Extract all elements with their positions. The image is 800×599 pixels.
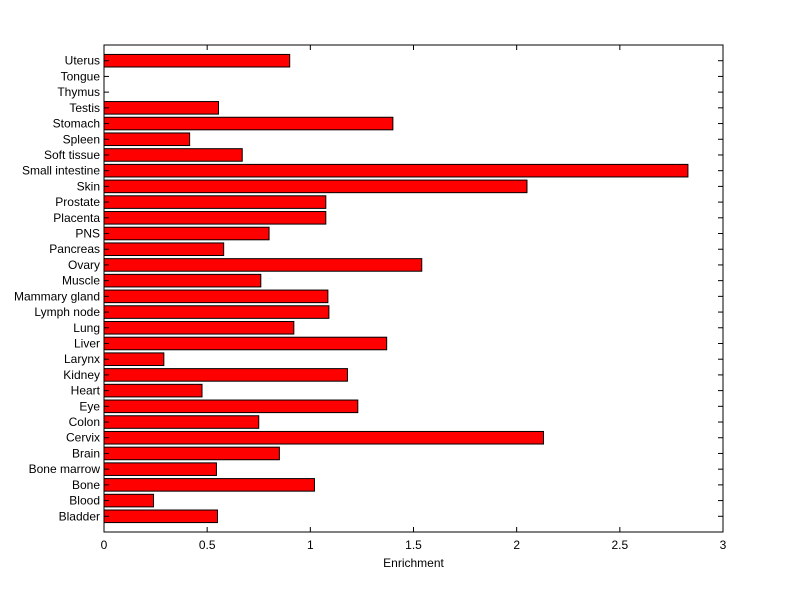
- bar-liver: [103, 336, 388, 351]
- y-tick-label-pancreas: Pancreas: [49, 242, 100, 256]
- bar-bone-marrow: [103, 462, 217, 476]
- bar-pns: [103, 226, 270, 241]
- y-tick-label-brain: Brain: [72, 446, 100, 460]
- y-tick-label-uterus: Uterus: [65, 54, 100, 68]
- bar-heart: [103, 383, 203, 398]
- x-tick-label-2-5: 2.5: [611, 538, 628, 552]
- y-tick-label-thymus: Thymus: [57, 85, 100, 99]
- y-tick-label-bone: Bone: [72, 478, 100, 492]
- bar-cervix: [103, 430, 544, 445]
- y-tick-label-kidney: Kidney: [63, 368, 100, 382]
- x-axis-label: Enrichment: [383, 556, 444, 570]
- y-tick-label-bladder: Bladder: [59, 509, 100, 523]
- x-tick-label-0: 0: [101, 538, 108, 552]
- bar-lung: [103, 320, 295, 335]
- y-tick-label-spleen: Spleen: [63, 132, 100, 146]
- y-tick-label-small-intestine: Small intestine: [22, 164, 100, 178]
- y-tick-label-stomach: Stomach: [53, 117, 100, 131]
- x-tick-label-0-5: 0.5: [199, 538, 216, 552]
- y-tick-label-muscle: Muscle: [62, 274, 100, 288]
- bar-bladder: [103, 509, 218, 524]
- x-tick-label-1: 1: [307, 538, 314, 552]
- y-tick-label-skin: Skin: [77, 179, 100, 193]
- bar-soft-tissue: [103, 148, 243, 162]
- y-tick-label-cervix: Cervix: [66, 431, 100, 445]
- bar-muscle: [103, 273, 262, 288]
- bar-uterus: [103, 53, 291, 68]
- bar-pancreas: [103, 242, 225, 257]
- bar-spleen: [103, 132, 191, 147]
- x-tick-label-1-5: 1.5: [405, 538, 422, 552]
- bar-prostate: [103, 195, 327, 209]
- y-tick-label-soft-tissue: Soft tissue: [44, 148, 100, 162]
- y-tick-label-prostate: Prostate: [55, 195, 100, 209]
- plot-frame: [103, 44, 724, 533]
- bar-bone: [103, 478, 315, 492]
- y-tick-label-lymph-node: Lymph node: [34, 305, 100, 319]
- bar-lymph-node: [103, 305, 330, 319]
- bar-stomach: [103, 116, 394, 131]
- bar-larynx: [103, 352, 165, 366]
- y-tick-label-mammary-gland: Mammary gland: [14, 289, 100, 303]
- y-tick-label-larynx: Larynx: [64, 352, 100, 366]
- y-tick-label-eye: Eye: [79, 399, 100, 413]
- bar-kidney: [103, 368, 348, 382]
- bar-small-intestine: [103, 163, 689, 178]
- x-tick-label-3: 3: [720, 538, 727, 552]
- y-tick-label-liver: Liver: [74, 336, 100, 350]
- bar-placenta: [103, 211, 327, 225]
- bar-skin: [103, 179, 528, 194]
- x-tick-label-2: 2: [513, 538, 520, 552]
- bar-testis: [103, 101, 220, 115]
- y-tick-label-ovary: Ovary: [68, 258, 100, 272]
- y-tick-label-blood: Blood: [69, 494, 100, 508]
- y-tick-label-placenta: Placenta: [53, 211, 100, 225]
- y-tick-label-colon: Colon: [69, 415, 100, 429]
- y-tick-label-heart: Heart: [71, 384, 101, 398]
- bar-ovary: [103, 258, 423, 272]
- y-tick-label-tongue: Tongue: [61, 69, 101, 83]
- bar-colon: [103, 415, 260, 429]
- y-tick-label-testis: Testis: [69, 101, 100, 115]
- bar-eye: [103, 399, 359, 414]
- bar-blood: [103, 493, 155, 508]
- y-tick-label-pns: PNS: [75, 227, 100, 241]
- y-tick-label-lung: Lung: [73, 321, 100, 335]
- y-tick-label-bone-marrow: Bone marrow: [29, 462, 101, 476]
- bar-brain: [103, 446, 280, 461]
- bar-mammary-gland: [103, 289, 329, 304]
